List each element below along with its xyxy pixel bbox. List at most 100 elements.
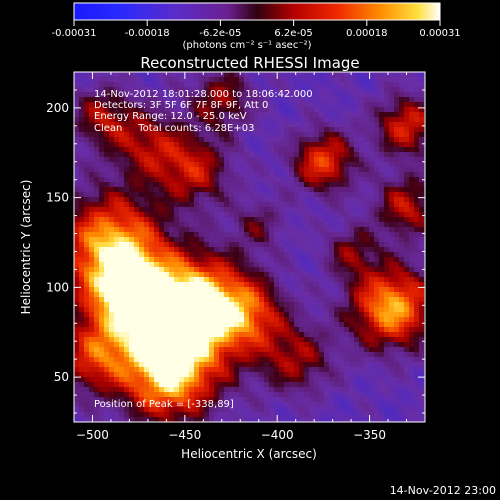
heatmap-cell bbox=[389, 167, 394, 172]
heatmap-cell bbox=[314, 287, 319, 292]
heatmap-cell bbox=[329, 342, 334, 347]
heatmap-cell bbox=[99, 297, 104, 302]
heatmap-cell bbox=[394, 217, 399, 222]
heatmap-cell bbox=[194, 407, 199, 412]
heatmap-cell bbox=[374, 387, 379, 392]
heatmap-cell bbox=[279, 77, 284, 82]
heatmap-cell bbox=[149, 312, 154, 317]
heatmap-cell bbox=[84, 82, 89, 87]
heatmap-cell bbox=[329, 277, 334, 282]
heatmap-cell bbox=[289, 197, 294, 202]
heatmap-cell bbox=[244, 342, 249, 347]
heatmap-cell bbox=[214, 107, 219, 112]
heatmap-cell bbox=[269, 252, 274, 257]
heatmap-cell bbox=[384, 217, 389, 222]
heatmap-cell bbox=[269, 397, 274, 402]
heatmap-cell bbox=[109, 277, 114, 282]
heatmap-cell bbox=[94, 417, 99, 422]
heatmap-cell bbox=[254, 352, 259, 357]
heatmap-cell bbox=[99, 72, 104, 77]
heatmap-cell bbox=[264, 362, 269, 367]
heatmap-cell bbox=[364, 367, 369, 372]
heatmap-cell bbox=[409, 87, 414, 92]
heatmap-cell bbox=[164, 252, 169, 257]
heatmap-cell bbox=[239, 292, 244, 297]
heatmap-cell bbox=[139, 287, 144, 292]
heatmap-cell bbox=[354, 127, 359, 132]
heatmap-cell bbox=[354, 317, 359, 322]
heatmap-cell bbox=[219, 397, 224, 402]
heatmap-cell bbox=[279, 202, 284, 207]
heatmap-cell bbox=[74, 202, 79, 207]
heatmap-cell bbox=[229, 152, 234, 157]
heatmap-cell bbox=[179, 197, 184, 202]
heatmap-cell bbox=[209, 97, 214, 102]
heatmap-cell bbox=[354, 237, 359, 242]
heatmap-cell bbox=[254, 157, 259, 162]
heatmap-cell bbox=[184, 247, 189, 252]
heatmap-cell bbox=[259, 212, 264, 217]
heatmap-cell bbox=[269, 72, 274, 77]
heatmap-cell bbox=[394, 387, 399, 392]
heatmap-cell bbox=[264, 92, 269, 97]
heatmap-cell bbox=[244, 117, 249, 122]
heatmap-cell bbox=[214, 117, 219, 122]
heatmap-cell bbox=[354, 207, 359, 212]
heatmap-cell bbox=[349, 342, 354, 347]
heatmap-cell bbox=[379, 77, 384, 82]
heatmap-cell bbox=[209, 387, 214, 392]
heatmap-cell bbox=[169, 97, 174, 102]
heatmap-cell bbox=[159, 382, 164, 387]
heatmap-cell bbox=[389, 142, 394, 147]
heatmap-cell bbox=[189, 72, 194, 77]
heatmap-cell bbox=[204, 267, 209, 272]
heatmap-cell bbox=[394, 97, 399, 102]
heatmap-cell bbox=[139, 147, 144, 152]
heatmap-cell bbox=[364, 202, 369, 207]
heatmap-cell bbox=[194, 192, 199, 197]
heatmap-cell bbox=[349, 152, 354, 157]
heatmap-cell bbox=[289, 352, 294, 357]
heatmap-cell bbox=[189, 342, 194, 347]
heatmap-cell bbox=[419, 172, 424, 177]
heatmap-cell bbox=[89, 117, 94, 122]
heatmap-cell bbox=[414, 267, 419, 272]
heatmap-cell bbox=[99, 107, 104, 112]
heatmap-cell bbox=[289, 292, 294, 297]
heatmap-cell bbox=[144, 397, 149, 402]
heatmap-cell bbox=[339, 227, 344, 232]
heatmap-cell bbox=[224, 157, 229, 162]
heatmap-cell bbox=[249, 252, 254, 257]
heatmap-cell bbox=[134, 417, 139, 422]
heatmap-cell bbox=[419, 157, 424, 162]
heatmap-cell bbox=[249, 142, 254, 147]
heatmap-cell bbox=[214, 112, 219, 117]
heatmap-cell bbox=[369, 267, 374, 272]
heatmap-cell bbox=[309, 397, 314, 402]
colorbar-tick-label: -6.2e-05 bbox=[199, 28, 241, 39]
heatmap-cell bbox=[139, 317, 144, 322]
heatmap-cell bbox=[154, 202, 159, 207]
heatmap-cell bbox=[304, 262, 309, 267]
heatmap-cell bbox=[234, 202, 239, 207]
heatmap-cell bbox=[209, 292, 214, 297]
heatmap-cell bbox=[334, 297, 339, 302]
heatmap-cell bbox=[149, 237, 154, 242]
heatmap-cell bbox=[329, 182, 334, 187]
heatmap-cell bbox=[339, 397, 344, 402]
heatmap-cell bbox=[279, 112, 284, 117]
heatmap-cell bbox=[214, 297, 219, 302]
heatmap-cell bbox=[214, 242, 219, 247]
heatmap-cell bbox=[84, 372, 89, 377]
heatmap-cell bbox=[274, 142, 279, 147]
heatmap-cell bbox=[159, 272, 164, 277]
heatmap-cell bbox=[124, 267, 129, 272]
heatmap-cell bbox=[414, 242, 419, 247]
heatmap-cell bbox=[234, 187, 239, 192]
heatmap-cell bbox=[164, 267, 169, 272]
heatmap-cell bbox=[134, 162, 139, 167]
heatmap-cell bbox=[364, 417, 369, 422]
heatmap-cell bbox=[194, 282, 199, 287]
colorbar-tick-label: 6.2e-05 bbox=[274, 28, 312, 39]
heatmap-cell bbox=[224, 172, 229, 177]
